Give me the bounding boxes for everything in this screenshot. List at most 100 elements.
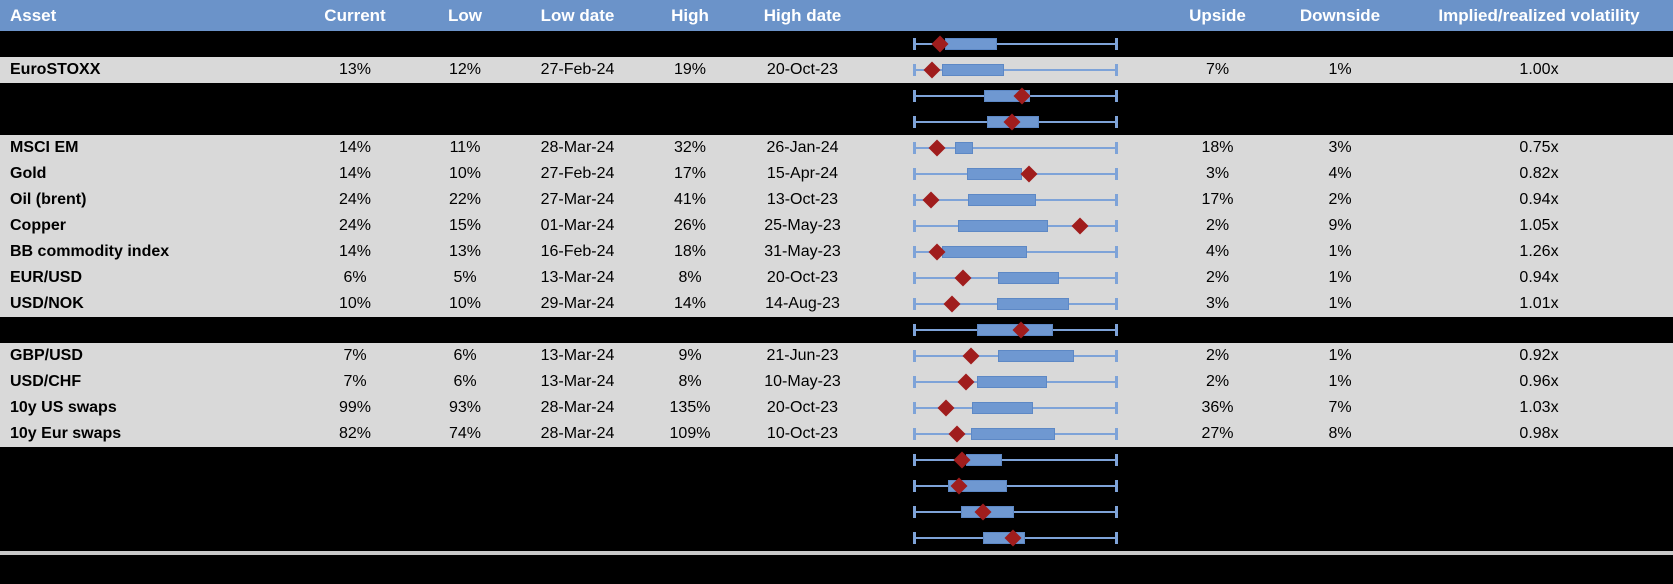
current-cell: 24% [338, 191, 372, 208]
range-plot-cell [860, 525, 1160, 551]
range-plot-track [913, 395, 1118, 421]
range-plot-track [913, 83, 1118, 109]
whisker-cap-left [913, 298, 916, 310]
downside-cell: 1% [1328, 295, 1352, 312]
redacted-row [0, 525, 1673, 551]
table-header-row: Asset Current Low Low date High High dat… [0, 0, 1673, 31]
whisker-cap-right [1115, 298, 1118, 310]
table-body: EuroSTOXX 13% 12% 27-Feb-24 19% 20-Oct-2… [0, 31, 1673, 551]
implied-realized-volatility-cell: 1.00x [1519, 61, 1559, 78]
high-cell: 135% [669, 399, 711, 416]
downside-cell: 3% [1328, 139, 1352, 156]
redacted-row [0, 447, 1673, 473]
whisker-cap-left [913, 532, 916, 544]
range-plot-cell [860, 499, 1160, 525]
upside-cell: 2% [1205, 347, 1230, 364]
range-box [958, 220, 1049, 232]
range-plot-cell [860, 109, 1160, 135]
downside-cell: 1% [1328, 373, 1352, 390]
range-plot-cell [860, 57, 1160, 83]
current-cell: 82% [338, 425, 372, 442]
asset-name-cell: Gold [10, 165, 47, 182]
range-box [966, 168, 1023, 180]
low-cell: 11% [449, 139, 481, 156]
implied-realized-volatility-cell: 1.26x [1519, 243, 1559, 260]
current-value-marker-icon [948, 425, 966, 443]
asset-name-cell: Copper [10, 217, 66, 234]
range-plot-cell [860, 31, 1160, 57]
whisker-cap-right [1115, 324, 1118, 336]
range-plot-track [913, 161, 1118, 187]
range-box [966, 454, 1002, 466]
whisker-cap-right [1115, 454, 1118, 466]
whisker-cap-left [913, 272, 916, 284]
current-cell: 14% [338, 243, 372, 260]
upside-cell: 7% [1205, 61, 1230, 78]
high-cell: 19% [673, 61, 707, 78]
high-date-cell: 25-May-23 [764, 217, 841, 234]
range-plot-track [913, 57, 1118, 83]
high-cell: 109% [669, 425, 711, 442]
high-date-cell: 31-May-23 [764, 243, 841, 260]
redacted-row [0, 83, 1673, 109]
implied-realized-volatility-cell: 0.75x [1519, 139, 1559, 156]
redacted-row [0, 317, 1673, 343]
range-plot-track [913, 317, 1118, 343]
asset-name-cell: GBP/USD [10, 347, 83, 364]
downside-cell: 2% [1328, 191, 1352, 208]
range-plot-track [913, 525, 1118, 551]
range-box [996, 298, 1069, 310]
current-value-marker-icon [962, 347, 980, 365]
implied-realized-volatility-cell: 0.98x [1519, 425, 1559, 442]
implied-realized-volatility-cell: 0.96x [1519, 373, 1559, 390]
table-row: Copper 24% 15% 01-Mar-24 26% 25-May-23 2… [0, 213, 1673, 239]
upside-cell: 17% [1201, 191, 1234, 208]
upside-cell: 2% [1205, 217, 1230, 234]
high-cell: 32% [673, 139, 707, 156]
range-box [998, 272, 1059, 284]
high-date-cell: 10-May-23 [764, 373, 841, 390]
current-value-marker-icon [928, 139, 946, 157]
whisker-cap-right [1115, 506, 1118, 518]
whisker-cap-right [1115, 64, 1118, 76]
whisker-cap-right [1115, 532, 1118, 544]
asset-name-cell: BB commodity index [10, 243, 170, 260]
implied-realized-volatility-cell: 1.03x [1519, 399, 1559, 416]
low-date-cell: 28-Mar-24 [540, 139, 615, 156]
high-cell: 17% [673, 165, 707, 182]
downside-cell: 7% [1328, 399, 1352, 416]
whisker-cap-left [913, 428, 916, 440]
low-cell: 93% [448, 399, 482, 416]
current-value-marker-icon [957, 373, 975, 391]
whisker-cap-right [1115, 428, 1118, 440]
asset-name-cell: EuroSTOXX [10, 61, 101, 78]
current-cell: 7% [343, 347, 367, 364]
column-header-downside: Downside [1299, 5, 1381, 25]
upside-cell: 3% [1205, 165, 1230, 182]
range-plot-track [913, 447, 1118, 473]
implied-realized-volatility-cell: 0.94x [1519, 191, 1559, 208]
high-date-cell: 10-Oct-23 [766, 425, 839, 442]
asset-name-cell: 10y US swaps [10, 399, 117, 416]
current-value-marker-icon [943, 295, 961, 313]
range-plot-track [913, 239, 1118, 265]
upside-cell: 18% [1201, 139, 1234, 156]
current-value-marker-icon [923, 61, 941, 79]
downside-cell: 1% [1328, 347, 1352, 364]
whisker-cap-left [913, 116, 916, 128]
low-cell: 74% [448, 425, 482, 442]
range-plot-cell [860, 83, 1160, 109]
whisker-cap-left [913, 38, 916, 50]
current-cell: 14% [338, 165, 372, 182]
table-row: USD/CHF 7% 6% 13-Mar-24 8% 10-May-23 2% … [0, 369, 1673, 395]
range-plot-track [913, 473, 1118, 499]
current-cell: 13% [338, 61, 372, 78]
current-cell: 99% [338, 399, 372, 416]
whisker-cap-left [913, 480, 916, 492]
low-cell: 6% [453, 347, 477, 364]
current-value-marker-icon [954, 269, 972, 287]
table-row: USD/NOK 10% 10% 29-Mar-24 14% 14-Aug-23 … [0, 291, 1673, 317]
range-plot-cell [860, 369, 1160, 395]
high-cell: 14% [673, 295, 707, 312]
range-plot-track [913, 499, 1118, 525]
